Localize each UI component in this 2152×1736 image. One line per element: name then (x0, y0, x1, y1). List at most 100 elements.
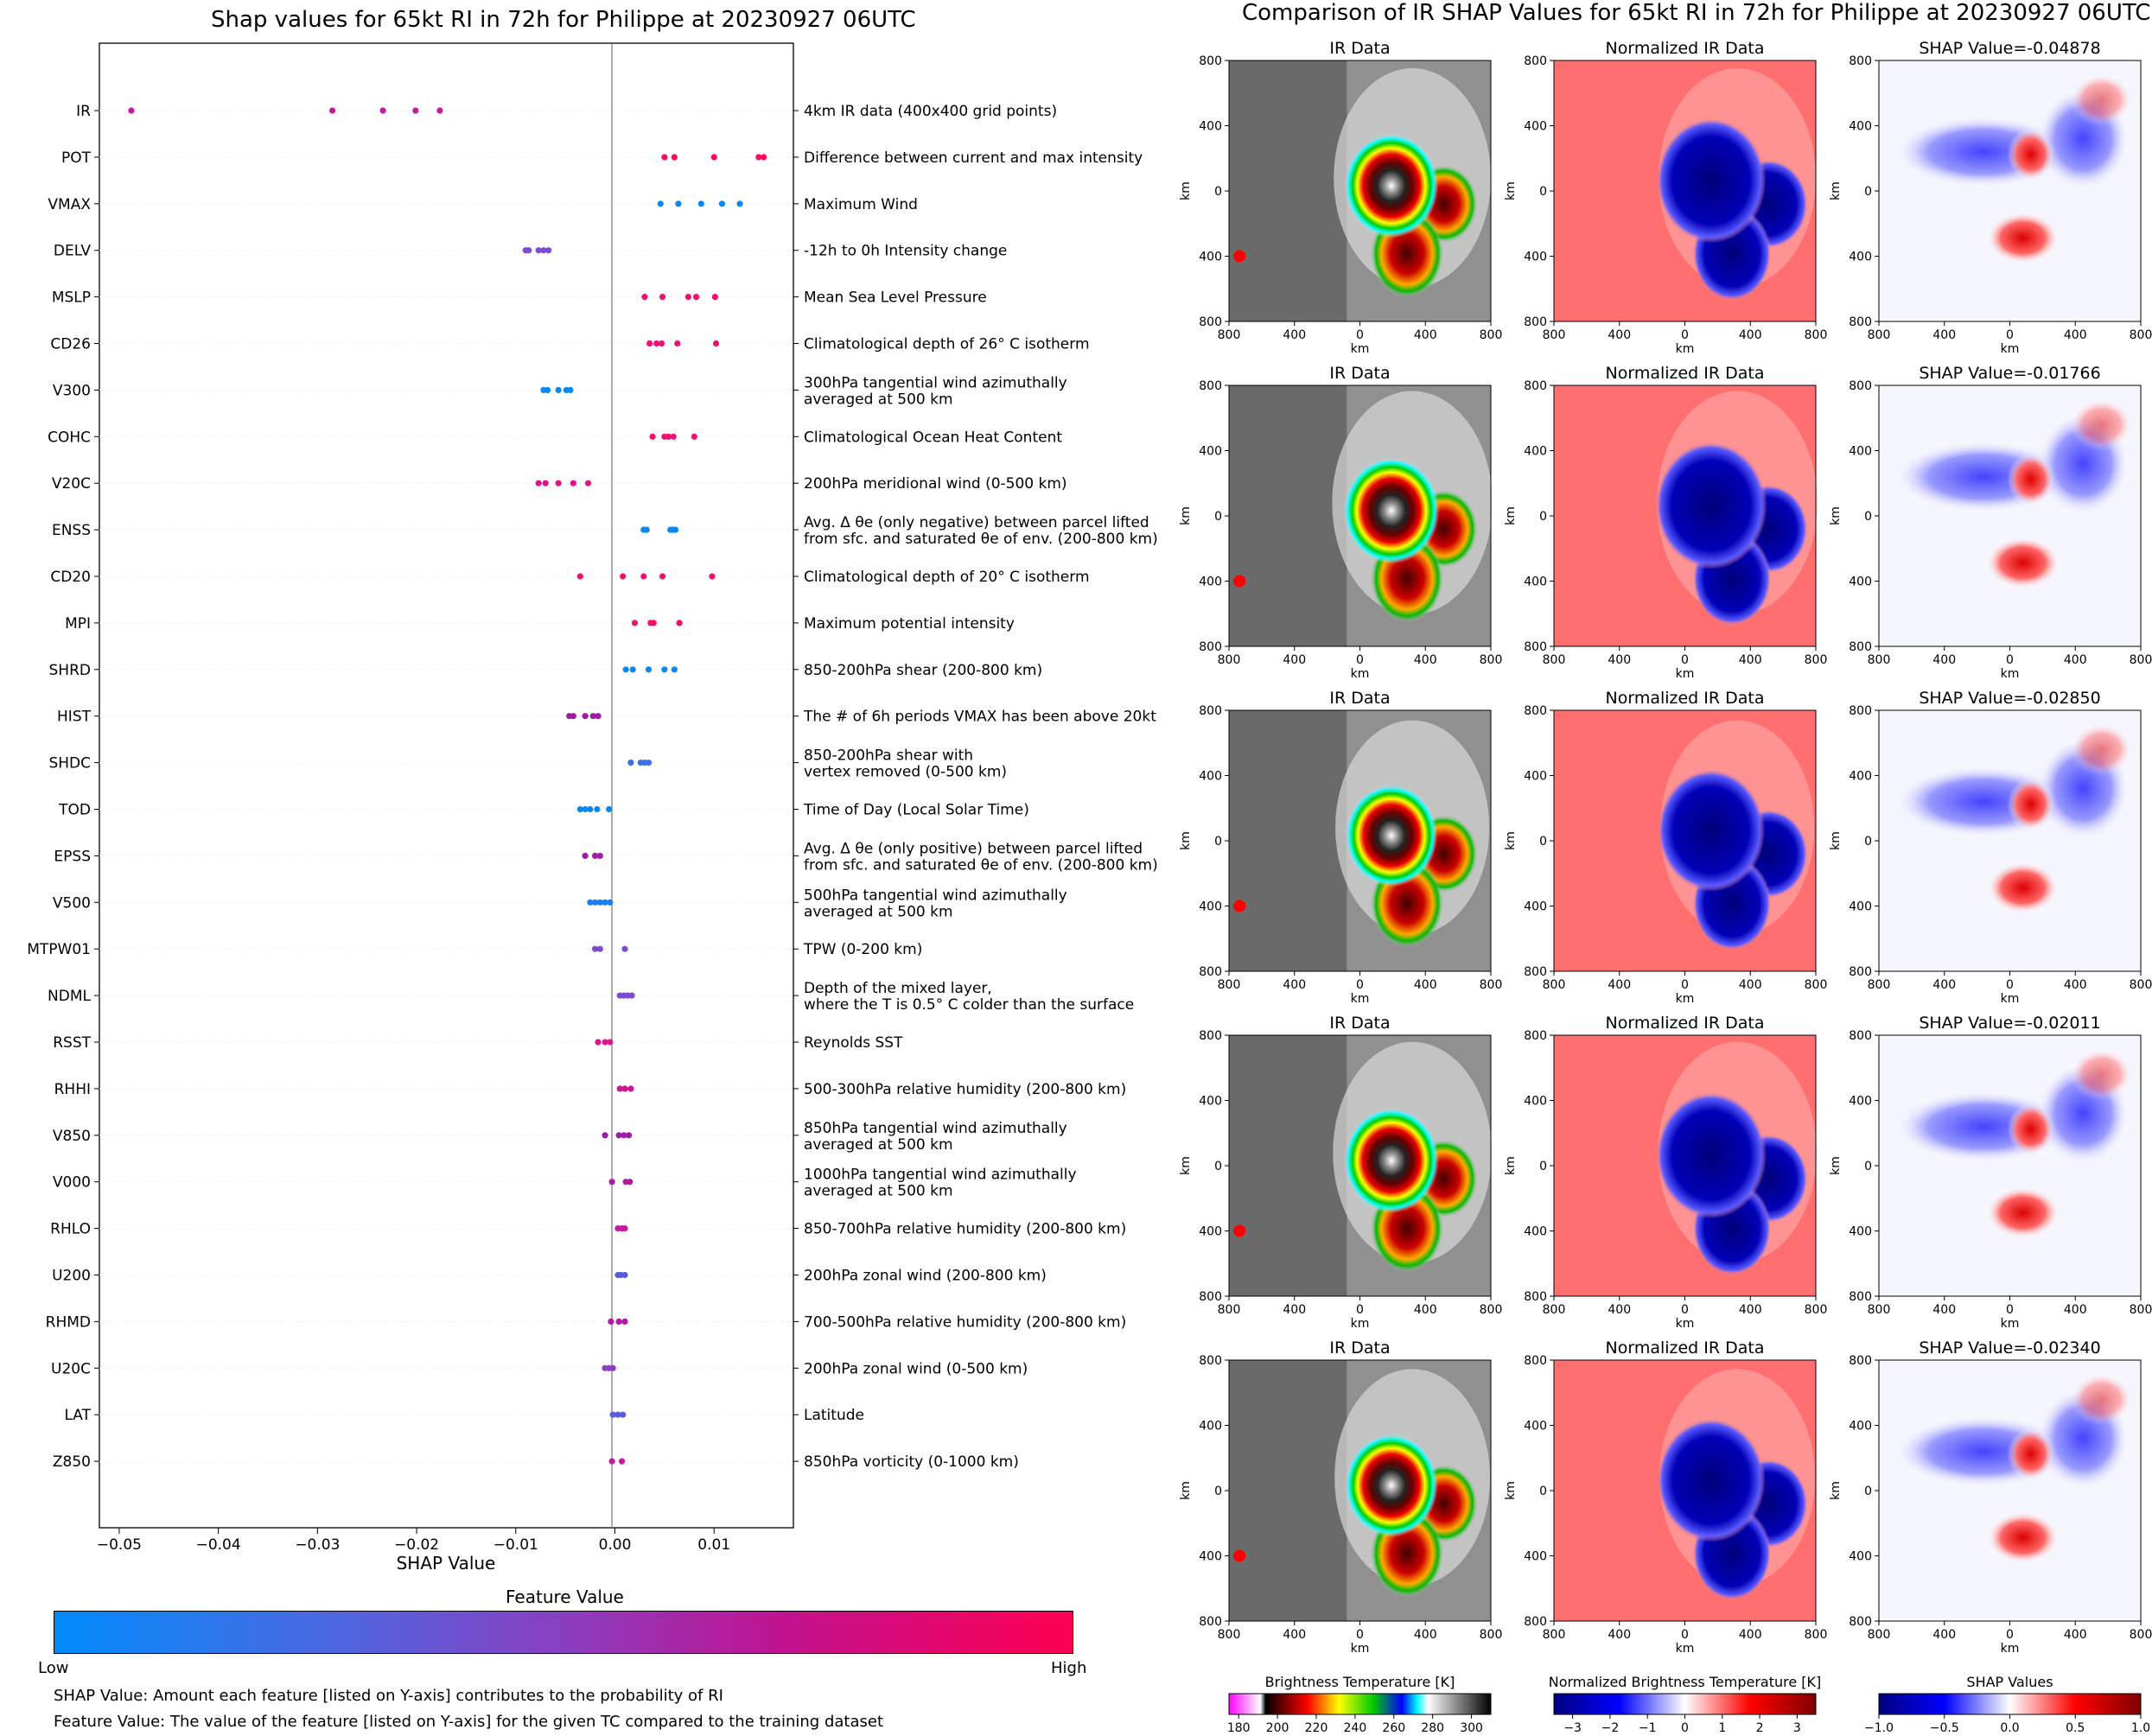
x-tick-label: 400 (1932, 328, 1956, 342)
feature-description: Avg. Δ θe (only negative) between parcel… (804, 514, 1149, 531)
y-axis-label: km (1829, 1156, 1843, 1175)
shap-point (627, 1179, 634, 1186)
y-tick-label: 400 (1524, 900, 1547, 914)
y-tick-label: 400 (1849, 770, 1872, 784)
y-tick-label: 0 (1214, 510, 1222, 524)
y-axis-label: km (1504, 831, 1518, 850)
y-tick-label: 0 (1864, 185, 1872, 199)
shap-positive-region (2070, 73, 2133, 126)
shap-point (621, 945, 628, 952)
y-axis-label: km (1179, 1481, 1193, 1500)
shap-positive-region (2007, 1428, 2055, 1480)
right-figure-title: Comparison of IR SHAP Values for 65kt RI… (1242, 0, 2151, 26)
y-tick-label: 400 (1199, 1225, 1222, 1239)
feature-label: SHDC (48, 755, 91, 773)
feature-label: V20C (52, 475, 91, 493)
y-tick-label: 400 (1849, 1420, 1872, 1434)
panel-title: IR Data (1329, 39, 1390, 58)
feature-description: 850-200hPa shear (200-800 km) (804, 662, 1042, 679)
x-tick-label: 800 (1868, 978, 1891, 992)
x-tick-label: 800 (2130, 328, 2152, 342)
shap-point (555, 480, 562, 486)
x-axis-label: km (2001, 992, 2020, 1006)
feature-description: Latitude (804, 1407, 864, 1424)
x-tick-label: 400 (1283, 653, 1306, 667)
shap-point (621, 1225, 628, 1232)
shap-point (608, 1318, 614, 1325)
shap-point (691, 433, 697, 440)
x-tick-label: 400 (1932, 653, 1956, 667)
feature-description: Reynolds SST (804, 1034, 903, 1052)
y-axis-label: km (1504, 181, 1518, 200)
y-tick-label: 800 (1199, 965, 1222, 979)
y-tick-label: 800 (1524, 54, 1547, 68)
panel-title: Normalized IR Data (1606, 689, 1765, 708)
shap-point (657, 200, 664, 207)
shap-point (676, 620, 683, 626)
norm-storm-core (1656, 118, 1767, 244)
shap-map-panel: SHAP Value=-0.04878800800400400004004008… (1829, 39, 2152, 356)
feature-description: averaged at 500 km (804, 391, 953, 408)
y-tick-label: 400 (1524, 770, 1547, 784)
x-axis-label: km (2001, 667, 2020, 681)
feature-colorbar-title: Feature Value (506, 1587, 624, 1607)
feature-description: Time of Day (Local Solar Time) (803, 802, 1029, 819)
brightness-temp-colorbar (1228, 1693, 1492, 1715)
shap-point (582, 852, 589, 860)
y-tick-label: 800 (1199, 1029, 1222, 1043)
x-tick-label: 400 (2064, 1628, 2087, 1642)
shap-point (692, 294, 700, 301)
shap-point (712, 340, 720, 347)
ir-storm-core (1343, 457, 1440, 564)
x-tick-label: 800 (1480, 328, 1503, 342)
shap-point (542, 480, 549, 486)
panel-title: IR Data (1329, 1339, 1390, 1358)
x-axis-label: km (2001, 1642, 2020, 1656)
x-tick-label: 400 (1283, 1628, 1306, 1642)
feature-description: from sfc. and saturated θe of env. (200-… (804, 856, 1158, 874)
y-tick-label: 0 (1214, 1485, 1222, 1498)
x-tick-label: 400 (1739, 1303, 1762, 1317)
shap-point (618, 1458, 626, 1465)
colorbar-tick-label: −2 (1601, 1721, 1620, 1735)
feature-description: Mean Sea Level Pressure (804, 289, 987, 307)
x-tick-label: 400 (1414, 1303, 1437, 1317)
shap-point (412, 107, 419, 114)
y-axis-label: km (1179, 831, 1193, 850)
x-tick-label: 800 (1868, 653, 1891, 667)
x-tick-label: 800 (1543, 653, 1566, 667)
y-tick-label: 400 (1199, 445, 1222, 459)
shap-point (555, 386, 562, 393)
shap-point (591, 852, 599, 860)
y-tick-label: 800 (1199, 315, 1222, 329)
x-tick-label: 800 (1218, 978, 1241, 992)
x-tick-label: 400 (1739, 1628, 1762, 1642)
x-tick-label: 400 (2064, 653, 2087, 667)
x-tick-label: 0 (2006, 1628, 2014, 1642)
shap-point (659, 573, 666, 580)
shap-positive-region (2070, 398, 2133, 451)
x-tick-label: 0.00 (599, 1536, 632, 1554)
feature-label: U200 (52, 1268, 91, 1285)
y-tick-label: 400 (1849, 1550, 1872, 1564)
x-tick-label: 0 (1681, 978, 1689, 992)
feature-label: CD20 (50, 569, 91, 586)
x-tick-label: 800 (2130, 1303, 2152, 1317)
y-tick-label: 800 (1524, 704, 1547, 718)
x-tick-label: 400 (1414, 328, 1437, 342)
x-tick-label: 400 (1739, 978, 1762, 992)
feature-description: 200hPa zonal wind (200-800 km) (804, 1268, 1047, 1285)
shap-point (736, 200, 743, 207)
feature-label: RHLO (50, 1221, 91, 1238)
x-tick-label: 0 (1681, 1628, 1689, 1642)
shap-positive-region (1987, 862, 2060, 914)
shap-point (641, 294, 648, 301)
x-tick-label: 800 (1805, 1303, 1828, 1317)
y-tick-label: 400 (1199, 575, 1222, 589)
colorbar-tick-label: −1.0 (1864, 1721, 1894, 1735)
shap-point (587, 899, 594, 906)
panel-title: SHAP Value=-0.02011 (1919, 1014, 2100, 1033)
shap-point (710, 154, 717, 161)
feature-description: TPW (0-200 km) (803, 941, 922, 958)
